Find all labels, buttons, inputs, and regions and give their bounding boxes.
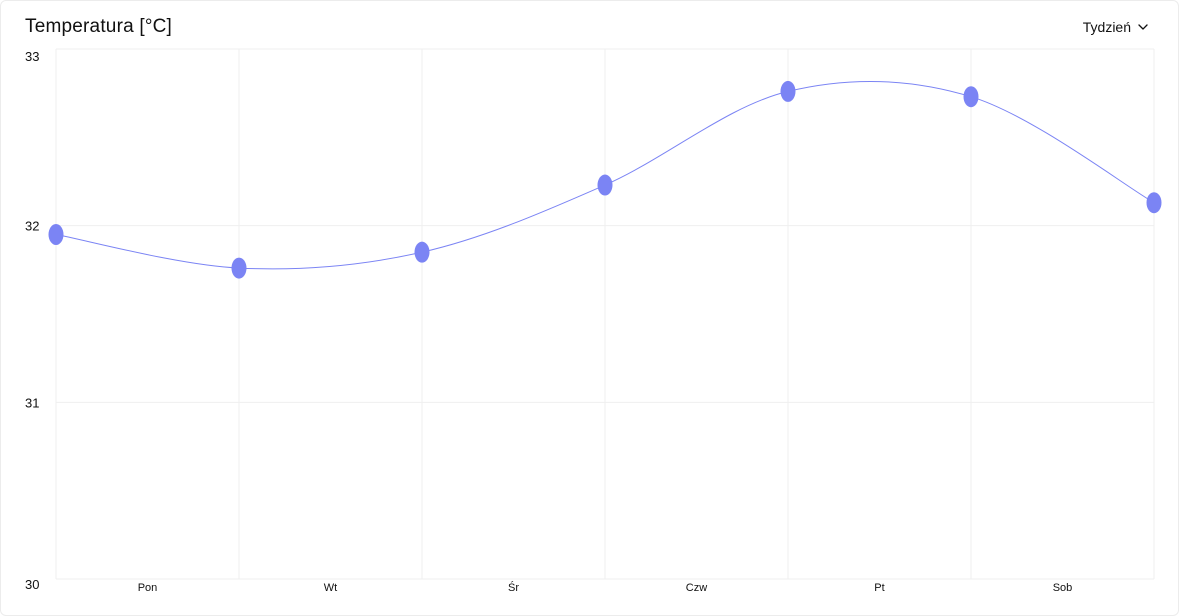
x-tick-label: Śr xyxy=(508,581,519,594)
x-tick-label: Wt xyxy=(324,582,337,594)
data-point xyxy=(780,80,796,102)
data-point xyxy=(414,241,430,263)
x-tick-label: Sob xyxy=(1053,582,1073,594)
data-point xyxy=(1146,192,1162,214)
data-point xyxy=(963,86,979,108)
chart-title: Temperatura [°C] xyxy=(25,16,173,37)
x-tick-label: Czw xyxy=(686,582,707,594)
data-point xyxy=(48,224,64,245)
y-tick-label: 33 xyxy=(25,49,39,64)
x-tick-label: Pt xyxy=(874,582,884,594)
period-dropdown[interactable]: Tydzień xyxy=(1083,19,1148,35)
x-tick-label: Pon xyxy=(138,582,158,594)
data-point xyxy=(231,257,247,279)
chevron-down-icon xyxy=(1138,24,1148,30)
data-point xyxy=(597,174,613,196)
y-tick-label: 31 xyxy=(25,395,39,410)
y-tick-label: 32 xyxy=(25,219,39,234)
y-tick-label: 30 xyxy=(25,577,39,592)
period-label: Tydzień xyxy=(1082,19,1131,35)
